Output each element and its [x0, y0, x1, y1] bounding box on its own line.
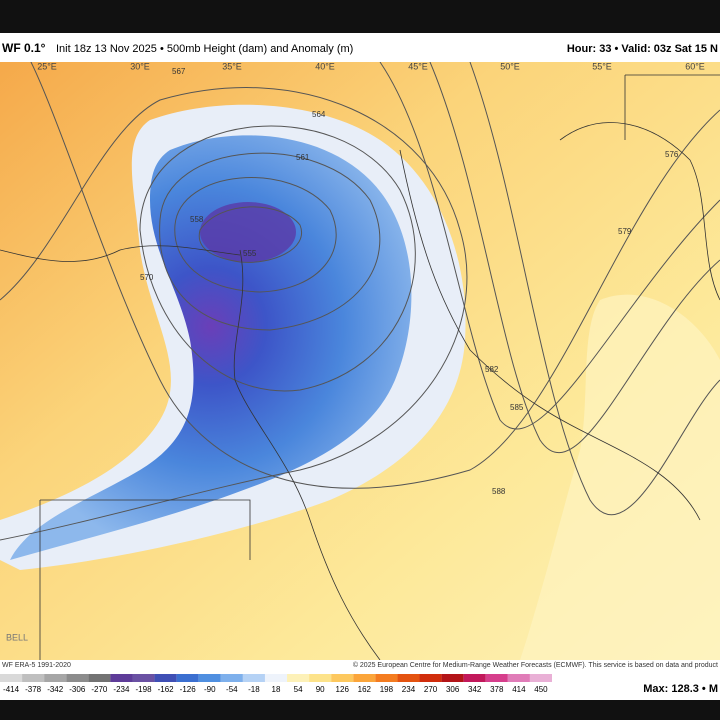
bottom-bar — [0, 700, 720, 720]
colorbar-label: 270 — [424, 685, 438, 694]
colorbar-swatch — [264, 674, 288, 682]
colorbar-label: 162 — [358, 685, 372, 694]
colorbar-swatch — [441, 674, 464, 682]
colorbar-swatch — [220, 674, 243, 682]
model-name: WF 0.1° — [2, 41, 46, 55]
colorbar-label: -414 — [3, 685, 20, 694]
coastline — [233, 249, 381, 660]
longitude-label: 50°E — [500, 61, 520, 71]
colorbar-swatch — [419, 674, 442, 682]
colorbar-label: 414 — [512, 685, 526, 694]
colorbar-swatch — [287, 674, 310, 682]
colorbar-swatch — [0, 674, 23, 682]
copyright: © 2025 European Centre for Medium-Range … — [353, 661, 718, 669]
watermark: BELL — [6, 632, 28, 642]
colorbar-swatch — [485, 674, 508, 682]
contour-label: 576 — [665, 150, 679, 159]
contour-line — [139, 125, 416, 392]
colorbar-swatch — [132, 674, 155, 682]
contour-label: 579 — [618, 227, 632, 236]
colorbar: -414 -378 -342 -306 -270 -234 -198 -162 -126 -90 -… — [0, 674, 552, 694]
contour-label: 588 — [492, 487, 506, 496]
colorbar-label: 342 — [468, 685, 482, 694]
colorbar-label: -234 — [113, 685, 130, 694]
border — [39, 499, 251, 660]
colorbar-label: -198 — [136, 685, 153, 694]
contour-label: 570 — [140, 273, 154, 282]
map: 25°E 30°E 35°E 40°E 45°E 50°E 55°E 60°E … — [0, 61, 720, 660]
colorbar-label: 234 — [402, 685, 416, 694]
stats: Max: 128.3 • M — [643, 683, 718, 695]
contour-label: 564 — [312, 110, 326, 119]
colorbar-swatch — [22, 674, 45, 682]
border — [624, 74, 720, 140]
contour-label: 555 — [243, 249, 257, 258]
colorbar-label: 450 — [534, 685, 548, 694]
colorbar-label: -378 — [25, 685, 42, 694]
contour-line — [198, 206, 303, 263]
colorbar-swatch — [242, 674, 265, 682]
coastline — [0, 245, 241, 262]
climatology-note: WF ERA-5 1991-2020 — [2, 662, 71, 669]
colorbar-label: 198 — [380, 685, 394, 694]
colorbar-label: -162 — [158, 685, 175, 694]
top-bar — [0, 0, 720, 33]
colorbar-swatch — [331, 674, 354, 682]
coastline — [559, 122, 720, 301]
colorbar-swatch — [154, 674, 177, 682]
colorbar-swatch — [375, 674, 398, 682]
contour-line — [159, 152, 381, 331]
longitude-label: 40°E — [315, 61, 335, 71]
colorbar-label: -306 — [69, 685, 86, 694]
colorbar-swatch — [44, 674, 67, 682]
contour-line — [469, 62, 720, 516]
colorbar-label: -90 — [204, 685, 216, 694]
contour-line — [0, 87, 468, 541]
longitude-label: 35°E — [222, 61, 242, 71]
colorbar-swatch — [397, 674, 420, 682]
colorbar-swatch — [110, 674, 133, 682]
longitude-label: 60°E — [685, 61, 705, 71]
colorbar-swatch — [176, 674, 199, 682]
colorbar-label: -54 — [226, 685, 238, 694]
colorbar-swatch — [463, 674, 486, 682]
longitude-label: 25°E — [37, 61, 57, 71]
contour-line — [429, 62, 720, 454]
colorbar-swatch — [507, 674, 530, 682]
colorbar-swatch — [529, 674, 552, 682]
colorbar-label: -342 — [47, 685, 64, 694]
colorbar-label: -126 — [180, 685, 197, 694]
colorbar-swatch — [353, 674, 376, 682]
weak-anomaly — [520, 294, 720, 660]
colorbar-label: 126 — [336, 685, 350, 694]
colorbar-label: 18 — [272, 685, 281, 694]
anomaly-core — [200, 202, 296, 262]
colorbar-swatch — [198, 674, 221, 682]
colorbar-swatch — [309, 674, 332, 682]
colorbar-label: -270 — [91, 685, 108, 694]
header-title: Init 18z 13 Nov 2025 • 500mb Height (dam… — [56, 43, 353, 55]
contour-label: 567 — [172, 67, 186, 76]
negative-anomaly — [10, 135, 412, 560]
colorbar-label: 378 — [490, 685, 504, 694]
longitude-label: 30°E — [130, 61, 150, 71]
colorbar-label: -18 — [248, 685, 260, 694]
contour-line — [379, 62, 720, 430]
colorbar-swatch — [88, 674, 111, 682]
colorbar-label: 90 — [316, 685, 325, 694]
colorbar-label: 54 — [294, 685, 303, 694]
colorbar-label: 306 — [446, 685, 460, 694]
contour-label: 558 — [190, 215, 204, 224]
colorbar-swatch — [66, 674, 89, 682]
contour-line — [174, 177, 337, 293]
longitude-label: 45°E — [408, 61, 428, 71]
valid-time: Hour: 33 • Valid: 03z Sat 15 N — [567, 43, 718, 55]
longitude-label: 55°E — [592, 61, 612, 71]
coastline — [399, 149, 701, 521]
contour-line — [30, 62, 720, 489]
contour-label: 561 — [296, 153, 310, 162]
contour-label: 582 — [485, 365, 499, 374]
contour-label: 585 — [510, 403, 524, 412]
